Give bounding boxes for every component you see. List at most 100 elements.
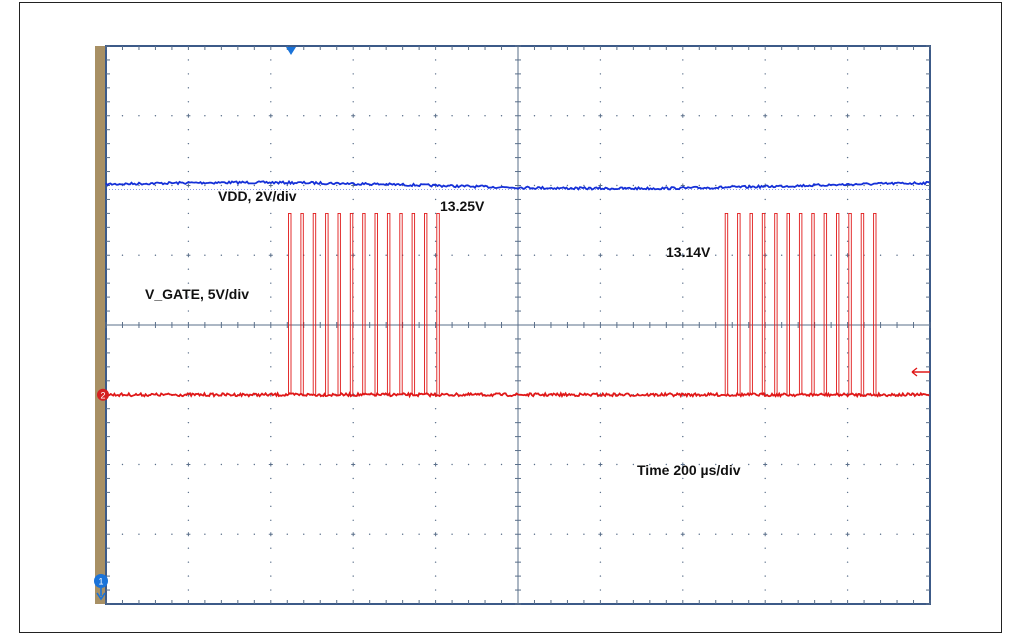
grid-dot [682, 142, 684, 145]
grid-dot [154, 115, 157, 117]
timebase-label: Time 200 µs/div [637, 462, 741, 478]
grid-dot [780, 533, 783, 535]
grid-dot [533, 115, 536, 117]
vgate-pulse [337, 212, 341, 395]
grid-dot [583, 533, 585, 535]
grid-dot [715, 254, 717, 256]
grid-dot [237, 463, 239, 466]
vgate-pulse [774, 212, 778, 395]
grid-dot [846, 282, 849, 284]
grid-dot [731, 254, 733, 256]
grid-dot [846, 226, 849, 229]
grid-dot [583, 115, 585, 117]
grid-dot [566, 533, 569, 535]
grid-dot [484, 115, 486, 117]
grid-dot [846, 505, 849, 508]
grid-dot [187, 589, 190, 591]
grid-dot [220, 463, 223, 466]
grid-dot [599, 421, 602, 424]
grid-dot [286, 184, 288, 187]
grid-dot [731, 463, 733, 466]
grid-dot [187, 561, 190, 563]
grid-dot [352, 129, 354, 131]
grid-dot [896, 463, 898, 466]
grid-dot [434, 87, 437, 89]
grid-dot [303, 184, 305, 187]
grid-dot [270, 282, 272, 284]
grid-dot [665, 115, 668, 117]
grid-dot [813, 115, 816, 117]
grid-dot [187, 87, 190, 89]
grid-dot [599, 142, 602, 145]
grid-dot [550, 115, 552, 117]
grid-dot [599, 156, 602, 159]
grid-dot [434, 421, 437, 424]
grid-dot [846, 561, 849, 563]
grid-dot [270, 505, 272, 508]
grid-dot [846, 310, 849, 312]
grid-dot [748, 533, 750, 535]
grid-dot [632, 115, 635, 117]
grid-dot [187, 73, 190, 75]
grid-dot [599, 338, 602, 340]
grid-dot [385, 115, 387, 117]
grid-dot [533, 184, 536, 187]
grid-dot [270, 129, 272, 131]
grid-dot [434, 268, 437, 270]
grid-dot [187, 212, 190, 215]
grid-dot [270, 408, 272, 410]
grid-dot [352, 59, 354, 61]
grid-dot [467, 533, 470, 535]
grid-dot [764, 491, 766, 494]
grid-dot [270, 561, 272, 563]
grid-dot [682, 352, 684, 354]
grid-dot [253, 254, 256, 256]
grid-dot [533, 463, 536, 466]
grid-dot [715, 533, 717, 535]
vdd-channel-label: VDD, 2V/div [218, 188, 297, 204]
grid-dot [813, 463, 816, 466]
grid-dot [434, 170, 437, 173]
vgate-pulse [349, 212, 354, 395]
grid-dot [846, 547, 849, 549]
vgate-pulse [436, 212, 440, 395]
grid-dot [846, 366, 849, 368]
grid-dot [649, 254, 651, 256]
grid-dot [846, 421, 849, 424]
vgate-pulse [848, 212, 852, 395]
grid-dot [912, 184, 915, 187]
grid-dot [336, 184, 338, 187]
grid-dot [682, 380, 684, 382]
grid-dot [319, 184, 321, 187]
grid-dot [682, 240, 684, 242]
grid-dot [467, 115, 470, 117]
vdd-trace [105, 179, 930, 191]
grid-dot [187, 575, 190, 577]
grid-dot [599, 589, 602, 591]
grid-dot [434, 59, 437, 61]
grid-dot [616, 254, 618, 256]
grid-dot [682, 589, 684, 591]
grid-dot [764, 505, 766, 508]
grid-dot [138, 184, 140, 187]
grid-dot [352, 547, 354, 549]
grid-dot [336, 463, 338, 466]
grid-dot [204, 254, 206, 256]
grid-dot [665, 254, 668, 256]
grid-dot [665, 463, 668, 466]
grid-dot [616, 533, 618, 535]
grid-dot [764, 421, 766, 424]
grid-dot [846, 519, 849, 521]
grid-dot [912, 254, 915, 256]
grid-dot [846, 268, 849, 270]
grid-dot [434, 408, 437, 410]
grid-dot [863, 533, 865, 535]
grid-dot [599, 519, 602, 521]
grid-dot [682, 59, 684, 61]
grid-dot [797, 115, 799, 117]
grid-dot [187, 352, 190, 354]
grid-dot [682, 491, 684, 494]
grid-dot [682, 282, 684, 284]
grid-dot [204, 115, 206, 117]
grid-dot [731, 533, 733, 535]
